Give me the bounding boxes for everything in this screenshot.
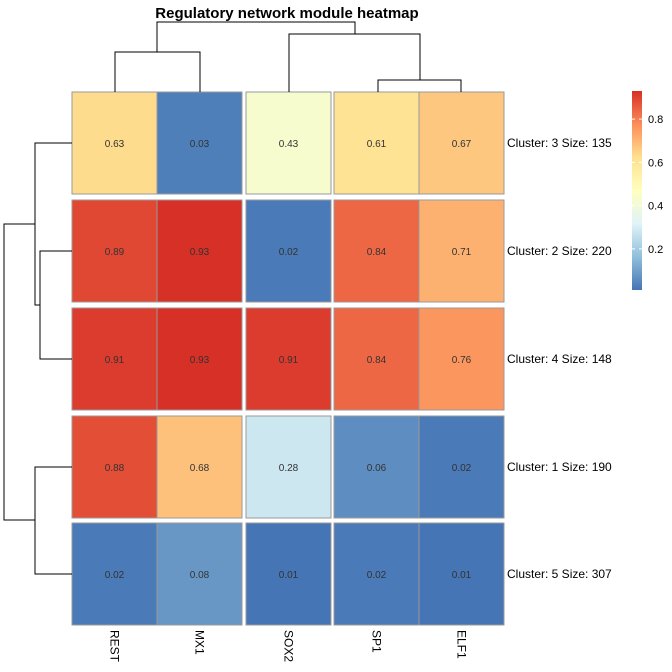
cell-value-label: 0.03 [190,139,210,150]
cell-value-label: 0.28 [279,463,299,474]
cell-value-label: 0.01 [279,570,299,581]
column-label: MX1 [193,630,207,655]
cell-value-label: 0.02 [367,570,387,581]
heatmap-cell [156,307,243,411]
cell-value-label: 0.63 [105,139,125,150]
column-label: REST [108,630,122,663]
cell-value-label: 0.84 [367,247,387,258]
cell-value-label: 0.08 [190,570,210,581]
column-label: SOX2 [282,630,296,662]
column-label: ELF1 [455,630,469,659]
row-dendrogram-branch [34,142,72,306]
cell-value-label: 0.61 [367,139,387,150]
heatmap-cell [156,91,243,195]
heatmap-cell [418,415,505,519]
heatmap-cell [156,415,243,519]
legend-tick-label: 0.2 [648,244,663,256]
heatmap-cell [333,199,420,303]
heatmap-cell [418,522,505,626]
row-dendrogram-branch [3,223,35,521]
dendrograms [3,21,462,575]
col-dendrogram-branch [156,21,356,52]
heatmap-cell [71,199,158,303]
heatmap-cell [418,91,505,195]
col-dendrogram-branch [288,33,421,92]
cell-value-label: 0.93 [190,247,210,258]
heatmap-cell [245,415,332,519]
row-dendrogram-branch [39,250,72,360]
cell-value-label: 0.02 [452,463,472,474]
cell-value-label: 0.06 [367,463,387,474]
column-label: SP1 [370,630,384,653]
heatmap-cell [245,199,332,303]
row-label: Cluster: 1 Size: 190 [507,460,612,474]
cell-value-label: 0.88 [105,463,125,474]
cell-value-label: 0.01 [452,570,472,581]
heatmap-cells: 0.63 0.03 0.43 0.61 0.67 0.89 0.93 0.02 0.84 0.71… [71,91,505,626]
heatmap-cell [156,522,243,626]
cell-value-label: 0.02 [279,247,299,258]
legend-tick-label: 0.6 [648,157,663,169]
cell-value-label: 0.02 [105,570,125,581]
chart-title: Regulatory network module heatmap [155,5,418,22]
heatmap-cell [333,307,420,411]
legend-tick-label: 0.8 [648,114,663,126]
row-label: Cluster: 2 Size: 220 [507,244,612,258]
heatmap-cell [245,307,332,411]
row-label: Cluster: 3 Size: 135 [507,136,612,150]
cell-value-label: 0.43 [279,139,299,150]
cell-value-label: 0.84 [367,355,387,366]
row-label: Cluster: 4 Size: 148 [507,352,612,366]
cell-value-label: 0.68 [190,463,210,474]
col-dendrogram-branch [377,79,462,92]
cell-value-label: 0.93 [190,355,210,366]
legend-colorbar [632,91,642,290]
col-dendrogram-branch [114,51,201,92]
heatmap-cell [418,307,505,411]
cell-value-label: 0.89 [105,247,125,258]
cell-value-label: 0.67 [452,139,472,150]
row-dendrogram-branch [34,466,72,575]
color-legend: 0.2 0.4 0.6 0.8 [632,91,663,290]
heatmap-cell [333,91,420,195]
row-label: Cluster: 5 Size: 307 [507,567,612,581]
cell-value-label: 0.76 [452,355,472,366]
cell-value-label: 0.91 [105,355,125,366]
legend-tick-label: 0.4 [648,201,663,213]
heatmap-cell [156,199,243,303]
heatmap-cell [418,199,505,303]
heatmap-cell [71,91,158,195]
row-labels: Cluster: 3 Size: 135 Cluster: 2 Size: 220… [507,136,612,581]
cell-value-label: 0.71 [452,247,472,258]
cell-value-label: 0.91 [279,355,299,366]
heatmap-cell [245,522,332,626]
column-labels: REST MX1 SOX2 SP1 ELF1 [108,630,469,663]
heatmap-cell [333,415,420,519]
heatmap-cell [71,522,158,626]
